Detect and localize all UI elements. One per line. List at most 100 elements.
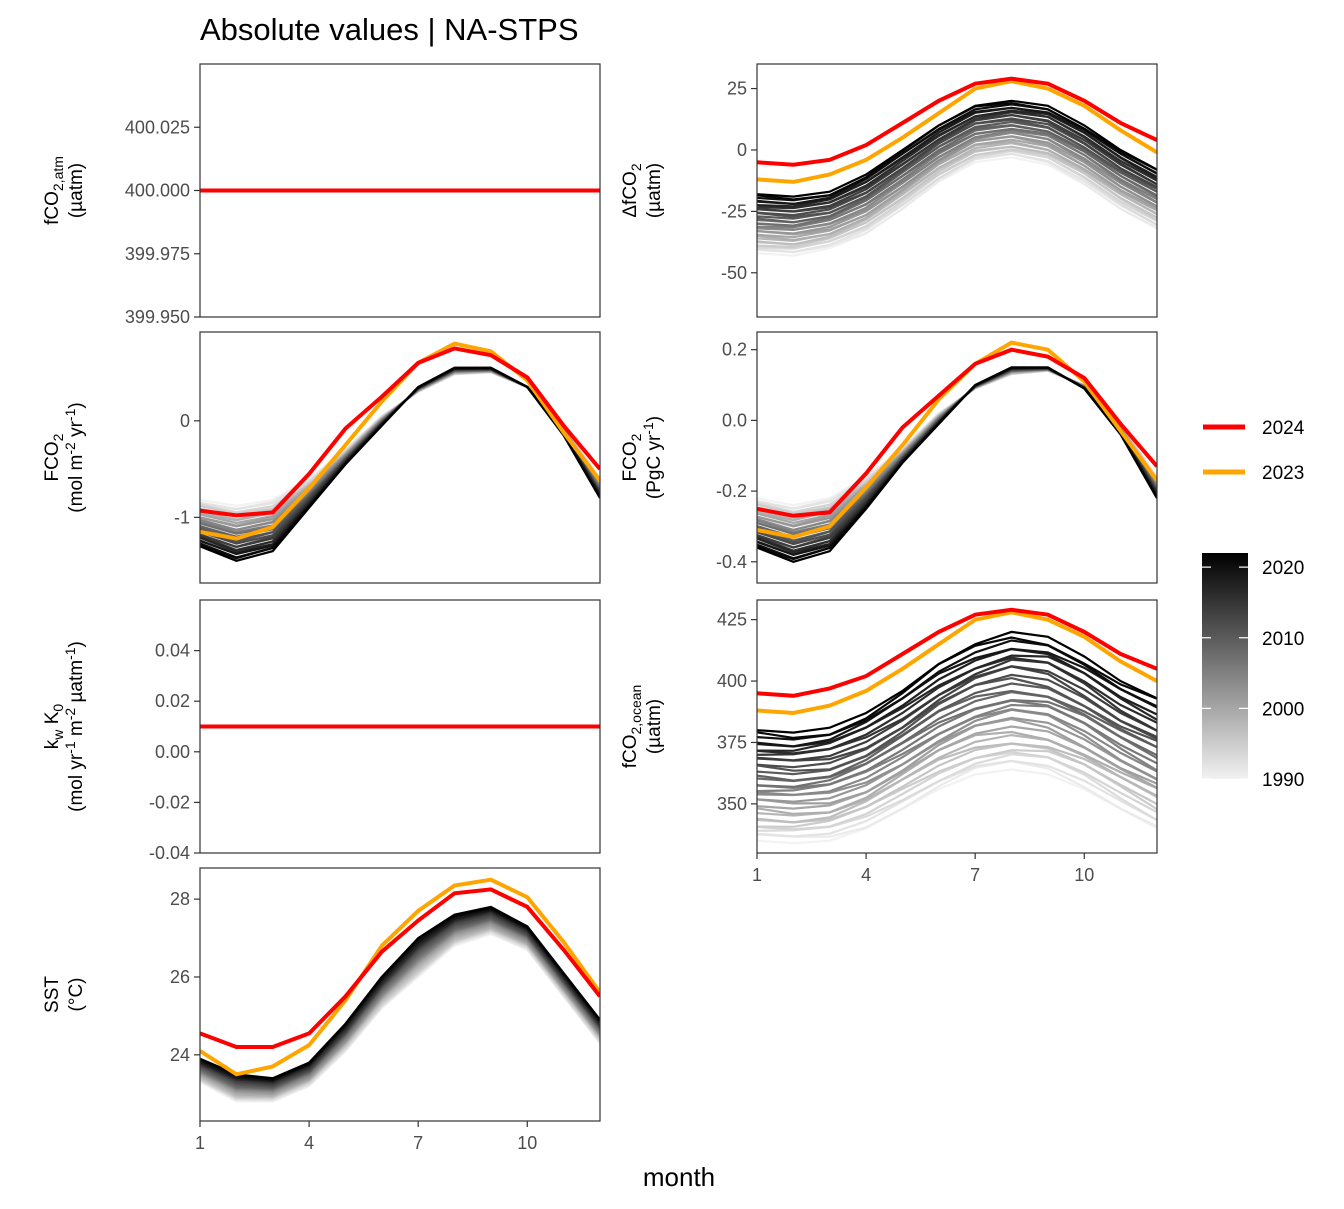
y-axis-label-part: ) — [66, 641, 87, 647]
y-axis-label-line: (µatm) — [66, 163, 87, 218]
y-axis-label-part: (mol m — [66, 455, 87, 513]
y-axis-label-part: SST — [42, 976, 63, 1013]
y-tick-label: 399.975 — [125, 244, 190, 264]
y-axis-label-part: -2 — [62, 442, 78, 455]
y-tick-label: 26 — [170, 967, 190, 987]
series-historic-line — [757, 152, 1157, 254]
y-tick-label: -0.04 — [149, 843, 190, 863]
y-axis-label-line: FCO2 — [620, 433, 644, 481]
x-tick-label: 10 — [1074, 865, 1094, 885]
legend-label: 2024 — [1262, 418, 1305, 439]
y-axis-label-part: (µatm) — [66, 163, 87, 218]
y-axis-label-part: m — [66, 720, 87, 741]
series-2023-line — [757, 610, 1157, 716]
series-historic-line — [757, 742, 1157, 824]
y-axis-label-line: FCO2 — [42, 433, 66, 481]
y-axis-label-part: ) — [66, 402, 87, 408]
series-historic-line — [757, 716, 1157, 803]
y-axis-label-kwk0: kw K0(mol yr-1 m-2 µatm-1) — [42, 641, 87, 812]
y-axis-label-line: (µatm) — [644, 699, 665, 754]
y-axis-label-part: 2 — [628, 433, 644, 441]
x-tick-label: 7 — [970, 865, 980, 885]
colorbar-label: 2010 — [1262, 629, 1304, 650]
panel-dfco2: 25 0 -25 -50 ΔfCO2 (µatm) — [620, 63, 1158, 318]
series-historic-line — [757, 673, 1157, 769]
series-historic-line — [757, 717, 1157, 805]
series-historic-line — [757, 665, 1157, 762]
y-axis-label-part: ) — [644, 416, 665, 422]
y-axis-label-part: ΔfCO — [620, 171, 641, 217]
y-tick-label: 399.950 — [125, 307, 190, 327]
x-tick-label: 1 — [195, 1133, 205, 1153]
y-tick-label: 400.000 — [125, 181, 190, 201]
series-historic-line — [757, 759, 1157, 838]
y-axis-label-line: ΔfCO2 — [620, 163, 644, 217]
y-tick-label: -0.02 — [149, 792, 190, 812]
y-axis-label-part: 2,ocean — [628, 685, 644, 735]
colorbar-label: 2000 — [1262, 699, 1304, 720]
panel-frame — [756, 599, 1158, 854]
series-historic-line — [757, 665, 1157, 762]
y-tick-label: 0 — [737, 140, 747, 160]
y-axis-label-line: kw K0 — [42, 704, 66, 750]
y-axis-label-part: 2,atm — [50, 156, 66, 191]
panel-frame — [756, 331, 1158, 584]
y-tick-label: 0.2 — [722, 340, 747, 360]
x-tick-label: 4 — [861, 865, 871, 885]
y-tick-label: -0.2 — [716, 481, 747, 501]
series-2023-line — [757, 79, 1157, 184]
series-historic-line — [757, 113, 1157, 213]
y-axis-label-line: (PgC yr-1) — [640, 416, 665, 499]
panel-frame — [199, 599, 601, 854]
series-2024-line — [757, 347, 1157, 518]
series-2024-line — [757, 607, 1157, 698]
series-historic-line — [200, 914, 600, 1087]
series-historic-line — [757, 135, 1157, 235]
colorbar-label: 2020 — [1262, 558, 1304, 579]
x-tick-label: 4 — [304, 1133, 314, 1153]
y-axis-label-part: fCO — [42, 191, 63, 225]
panel-frame — [199, 867, 601, 1122]
y-axis-label-part: K — [42, 711, 63, 729]
x-tick-label: 7 — [413, 1133, 423, 1153]
y-tick-label: 25 — [727, 79, 747, 99]
series-2024-line — [200, 346, 600, 518]
y-tick-label: 24 — [170, 1045, 190, 1065]
series-historic-line — [200, 366, 600, 562]
series-historic-line — [757, 647, 1157, 748]
series-2024-line — [757, 76, 1157, 167]
y-tick-label: 0 — [180, 411, 190, 431]
y-tick-label: -50 — [721, 263, 747, 283]
panel-fco2ocean: 425 400 375 350 1 4 7 10 fCO2,ocean (µatm) — [620, 599, 1158, 885]
y-axis-label-part: -2 — [62, 708, 78, 721]
y-tick-label: 28 — [170, 889, 190, 909]
series-historic-line — [757, 768, 1157, 845]
panel-frame — [199, 331, 601, 584]
y-axis-label-part: (µatm) — [644, 699, 665, 754]
y-tick-label: 0.00 — [155, 742, 190, 762]
y-axis-label-line: (mol yr-1 m-2 µatm-1) — [62, 641, 87, 812]
y-axis-label-line: (mol m-2 yr-1) — [62, 402, 87, 512]
legend: 2024 2023 — [1203, 418, 1305, 484]
series-historic-line — [757, 742, 1157, 824]
series-historic-line — [200, 912, 600, 1086]
y-axis-label-part: FCO — [42, 441, 63, 481]
y-tick-label: -1 — [174, 507, 190, 527]
y-axis-label-part: yr — [66, 420, 87, 442]
y-tick-label: -25 — [721, 201, 747, 221]
y-axis-label-part: -1 — [62, 408, 78, 421]
y-axis-label-line: (°C) — [66, 978, 87, 1012]
series-historic-line — [757, 699, 1157, 790]
y-axis-label-part: w — [50, 729, 66, 741]
series-historic-line — [200, 905, 600, 1080]
y-tick-label: 0.02 — [155, 691, 190, 711]
y-tick-label: 0.0 — [722, 410, 747, 430]
y-axis-label-part: 0 — [50, 704, 66, 712]
y-axis-label-fco2atm: fCO2,atm (µatm) — [42, 156, 87, 225]
y-tick-label: 375 — [717, 732, 747, 752]
x-tick-label: 1 — [752, 865, 762, 885]
x-axis-label: month — [643, 1162, 715, 1192]
